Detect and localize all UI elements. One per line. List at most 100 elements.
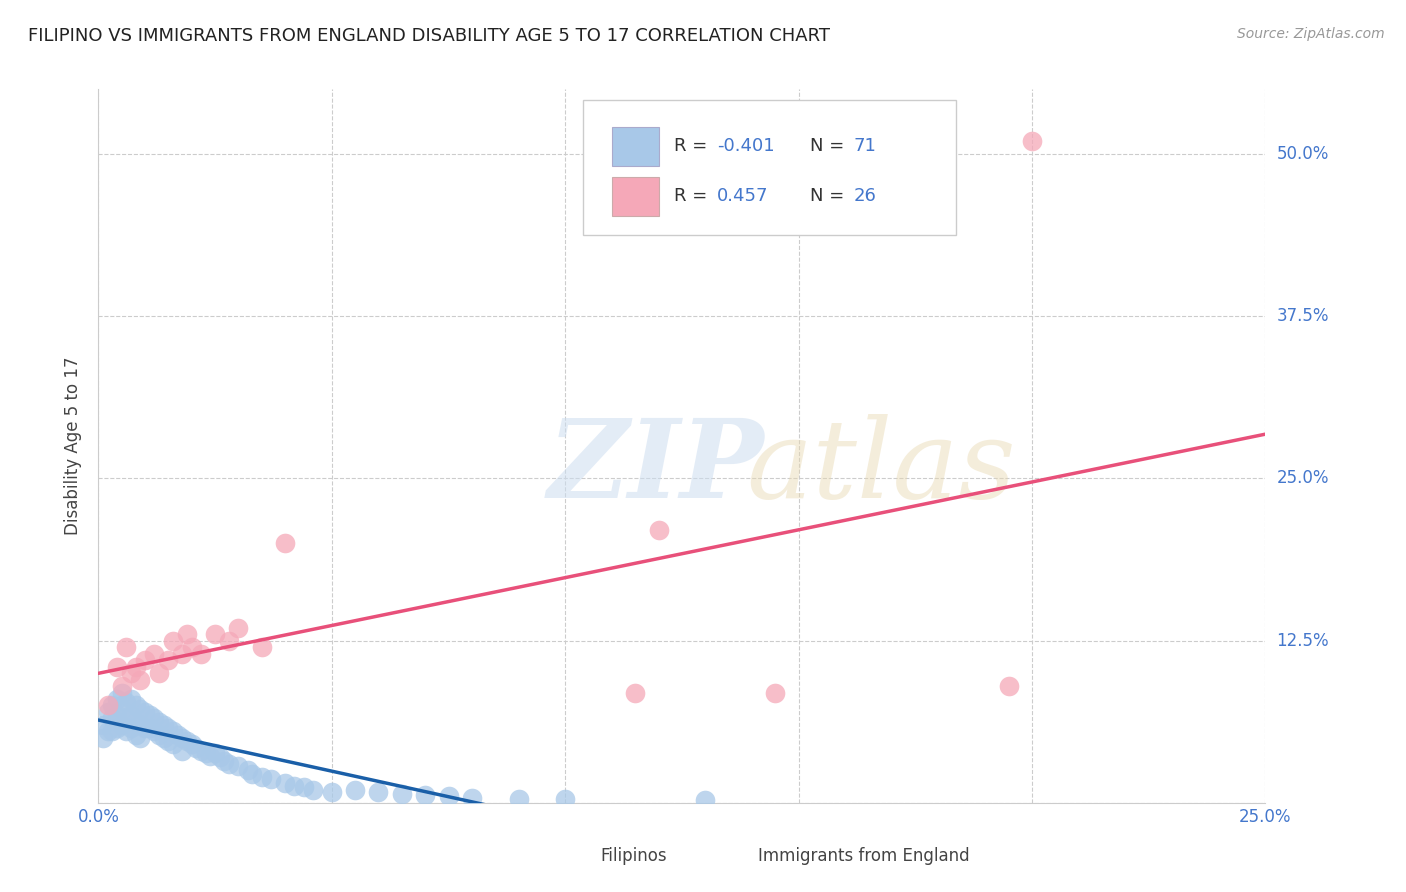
Point (120, 666, 142, 681)
Point (91, 731, 114, 745)
Point (125, 728, 148, 742)
Text: R =: R = (673, 187, 718, 205)
Point (250, 770, 273, 784)
Text: Source: ZipAtlas.com: Source: ZipAtlas.com (1237, 27, 1385, 41)
Point (413, 788, 436, 802)
Point (208, 750, 231, 764)
Point (218, 633, 240, 648)
Text: R =: R = (673, 137, 713, 155)
Point (157, 653, 180, 667)
Point (115, 640, 138, 654)
Point (172, 744, 194, 758)
Point (105, 707, 128, 722)
Point (508, 792, 530, 806)
Point (101, 711, 124, 725)
Point (120, 721, 142, 735)
Point (143, 711, 166, 725)
Point (695, 793, 717, 807)
Point (111, 702, 134, 716)
Text: -0.401: -0.401 (717, 137, 775, 155)
Text: Filipinos: Filipinos (600, 847, 666, 865)
Point (97, 705, 120, 719)
Point (260, 772, 283, 787)
FancyBboxPatch shape (612, 177, 658, 216)
Point (292, 780, 315, 795)
Point (236, 764, 259, 778)
Point (214, 754, 236, 768)
Point (242, 767, 264, 781)
Point (228, 621, 250, 635)
Point (134, 721, 156, 735)
Point (190, 647, 212, 661)
Point (157, 733, 180, 747)
Text: 26: 26 (853, 187, 876, 205)
Point (186, 741, 208, 756)
Point (162, 633, 184, 648)
Point (437, 789, 460, 804)
Point (228, 759, 250, 773)
Point (129, 718, 152, 732)
Text: Immigrants from England: Immigrants from England (758, 847, 969, 865)
Point (176, 733, 198, 747)
Text: N =: N = (810, 187, 851, 205)
Y-axis label: Disability Age 5 to 17: Disability Age 5 to 17 (65, 357, 83, 535)
Point (115, 711, 138, 725)
Point (274, 776, 297, 790)
Point (148, 728, 170, 742)
Point (647, 524, 669, 538)
Point (105, 721, 128, 735)
Point (111, 718, 134, 732)
Point (152, 718, 174, 732)
Point (624, 685, 647, 699)
Point (194, 747, 217, 761)
Point (97, 724, 120, 739)
Point (997, 679, 1019, 693)
Point (461, 790, 484, 805)
Text: atlas: atlas (747, 414, 1015, 521)
Point (143, 647, 166, 661)
FancyBboxPatch shape (582, 100, 956, 235)
Point (120, 692, 142, 706)
Point (218, 756, 240, 771)
Point (148, 715, 170, 730)
Text: N =: N = (810, 137, 851, 155)
FancyBboxPatch shape (706, 848, 749, 876)
Point (148, 666, 170, 681)
Point (129, 702, 152, 716)
Point (125, 659, 148, 673)
Point (134, 653, 156, 667)
Point (105, 659, 128, 673)
Point (204, 747, 226, 761)
Point (200, 749, 222, 764)
Point (129, 673, 152, 687)
Point (172, 647, 194, 661)
Point (120, 707, 142, 722)
Point (763, 685, 786, 699)
Text: 37.5%: 37.5% (1277, 307, 1329, 326)
Point (391, 787, 413, 801)
Point (283, 779, 305, 793)
Point (152, 731, 174, 745)
Point (367, 785, 389, 799)
Point (129, 731, 152, 745)
Text: 71: 71 (853, 137, 876, 155)
Point (166, 728, 188, 742)
Point (91, 718, 114, 732)
Point (134, 705, 156, 719)
Point (115, 724, 138, 739)
Text: 50.0%: 50.0% (1277, 145, 1329, 163)
Point (250, 640, 273, 654)
Text: 25.0%: 25.0% (1277, 469, 1329, 487)
Point (190, 744, 212, 758)
Point (139, 721, 162, 735)
Text: ZIP: ZIP (548, 414, 765, 521)
Point (274, 536, 297, 550)
FancyBboxPatch shape (548, 848, 592, 876)
Point (125, 715, 148, 730)
Point (554, 792, 576, 806)
Point (1021, 134, 1043, 148)
Point (143, 724, 166, 739)
Point (180, 738, 202, 752)
Point (111, 685, 134, 699)
Point (180, 640, 202, 654)
